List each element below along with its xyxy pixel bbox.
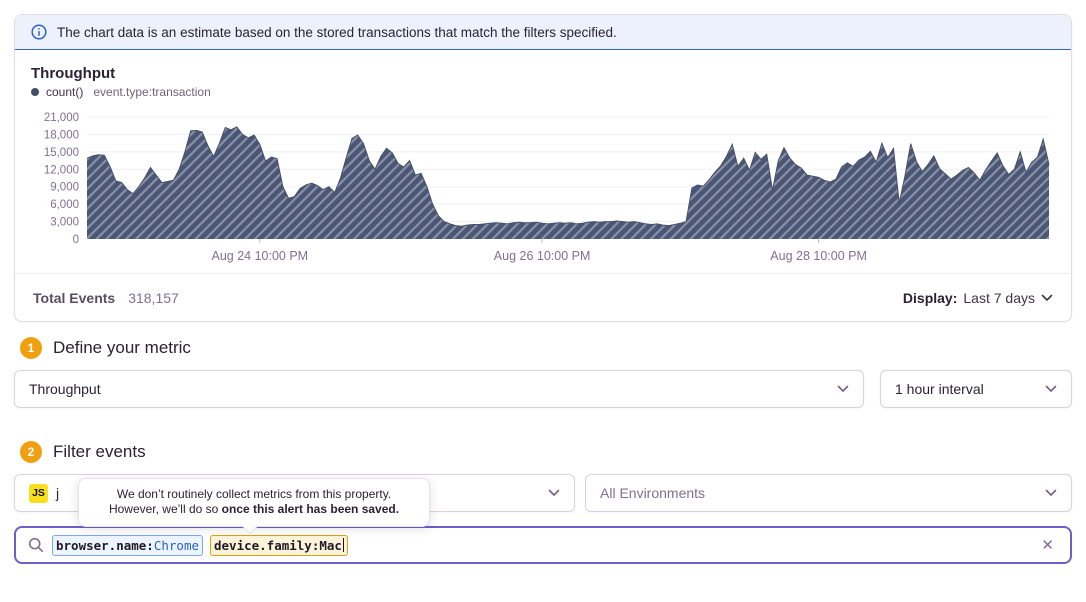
section-filter-events: 2 Filter events — [20, 441, 1072, 463]
chart-footer: Total Events 318,157 Display: Last 7 day… — [15, 273, 1071, 321]
on-demand-metrics-tooltip: We don’t routinely collect metrics from … — [78, 478, 430, 535]
chevron-down-icon — [548, 489, 560, 497]
chevron-down-icon — [1045, 489, 1057, 497]
chevron-down-icon — [837, 385, 849, 393]
search-token-device-family[interactable]: device.family: Mac — [210, 534, 348, 556]
svg-text:Aug 24 10:00 PM: Aug 24 10:00 PM — [211, 249, 308, 263]
throughput-area-chart: 0 3,000 6,000 9,000 12,000 15,000 18,000 21,000… — [44, 112, 1050, 263]
metric-select[interactable]: Throughput — [14, 370, 864, 408]
project-select-value: j — [56, 485, 60, 501]
svg-text:18,000: 18,000 — [44, 129, 79, 141]
step-2-badge: 2 — [20, 441, 42, 463]
svg-text:Aug 28 10:00 PM: Aug 28 10:00 PM — [770, 249, 867, 263]
filter-controls: JS j All Environments We don’t routinely… — [14, 474, 1072, 564]
legend-dot-icon — [31, 88, 39, 96]
legend-filter-label: event.type:transaction — [93, 85, 211, 99]
define-metric-title: Define your metric — [53, 338, 191, 357]
search-token-browser-name[interactable]: browser.name: Chrome — [52, 534, 203, 556]
metric-select-value: Throughput — [29, 381, 101, 397]
clear-search-icon[interactable]: ✕ — [1041, 537, 1054, 554]
interval-select-value: 1 hour interval — [895, 381, 984, 397]
metric-row: Throughput 1 hour interval — [14, 370, 1072, 408]
chart-card: The chart data is an estimate based on t… — [14, 14, 1072, 322]
section-define-metric: 1 Define your metric — [20, 337, 1072, 359]
display-label: Display: — [902, 289, 958, 306]
display-value: Last 7 days — [963, 289, 1035, 306]
interval-select[interactable]: 1 hour interval — [880, 370, 1072, 408]
info-banner-text: The chart data is an estimate based on t… — [57, 24, 617, 40]
alert-builder-page: The chart data is an estimate based on t… — [14, 14, 1072, 564]
filter-search-input[interactable]: browser.name: Chrome device.family: Mac ✕ — [14, 526, 1072, 564]
chevron-down-icon — [1041, 294, 1053, 301]
svg-text:15,000: 15,000 — [44, 147, 79, 159]
svg-text:12,000: 12,000 — [44, 164, 79, 176]
svg-text:21,000: 21,000 — [44, 112, 79, 124]
display-range-dropdown[interactable]: Display: Last 7 days — [903, 290, 1053, 306]
tooltip-line-1: We don’t routinely collect metrics from … — [116, 487, 392, 501]
info-icon — [31, 24, 47, 40]
chart-legend: count() event.type:transaction — [31, 85, 1055, 99]
total-events: Total Events 318,157 — [33, 290, 179, 306]
total-events-label: Total Events — [33, 289, 116, 306]
svg-text:3,000: 3,000 — [50, 217, 79, 229]
search-icon — [28, 537, 44, 553]
total-events-value: 318,157 — [128, 289, 179, 306]
svg-text:9,000: 9,000 — [50, 182, 79, 194]
svg-text:Aug 26 10:00 PM: Aug 26 10:00 PM — [494, 249, 591, 263]
environment-select-value: All Environments — [600, 485, 706, 501]
svg-text:6,000: 6,000 — [50, 199, 79, 211]
chart-title: Throughput — [31, 65, 116, 82]
text-cursor — [342, 538, 344, 552]
tooltip-line-2: However, we’ll do so once this alert has… — [108, 502, 400, 516]
legend-series-label: count() — [46, 85, 84, 99]
chevron-down-icon — [1045, 385, 1057, 393]
javascript-platform-icon: JS — [29, 483, 48, 503]
chart-body: Throughput count() event.type:transactio… — [15, 50, 1071, 273]
step-1-badge: 1 — [20, 337, 42, 359]
filter-events-title: Filter events — [53, 442, 146, 461]
info-banner: The chart data is an estimate based on t… — [15, 15, 1071, 50]
environment-select[interactable]: All Environments — [585, 474, 1072, 512]
search-tokens: browser.name: Chrome device.family: Mac — [52, 534, 348, 556]
svg-text:0: 0 — [73, 234, 79, 246]
